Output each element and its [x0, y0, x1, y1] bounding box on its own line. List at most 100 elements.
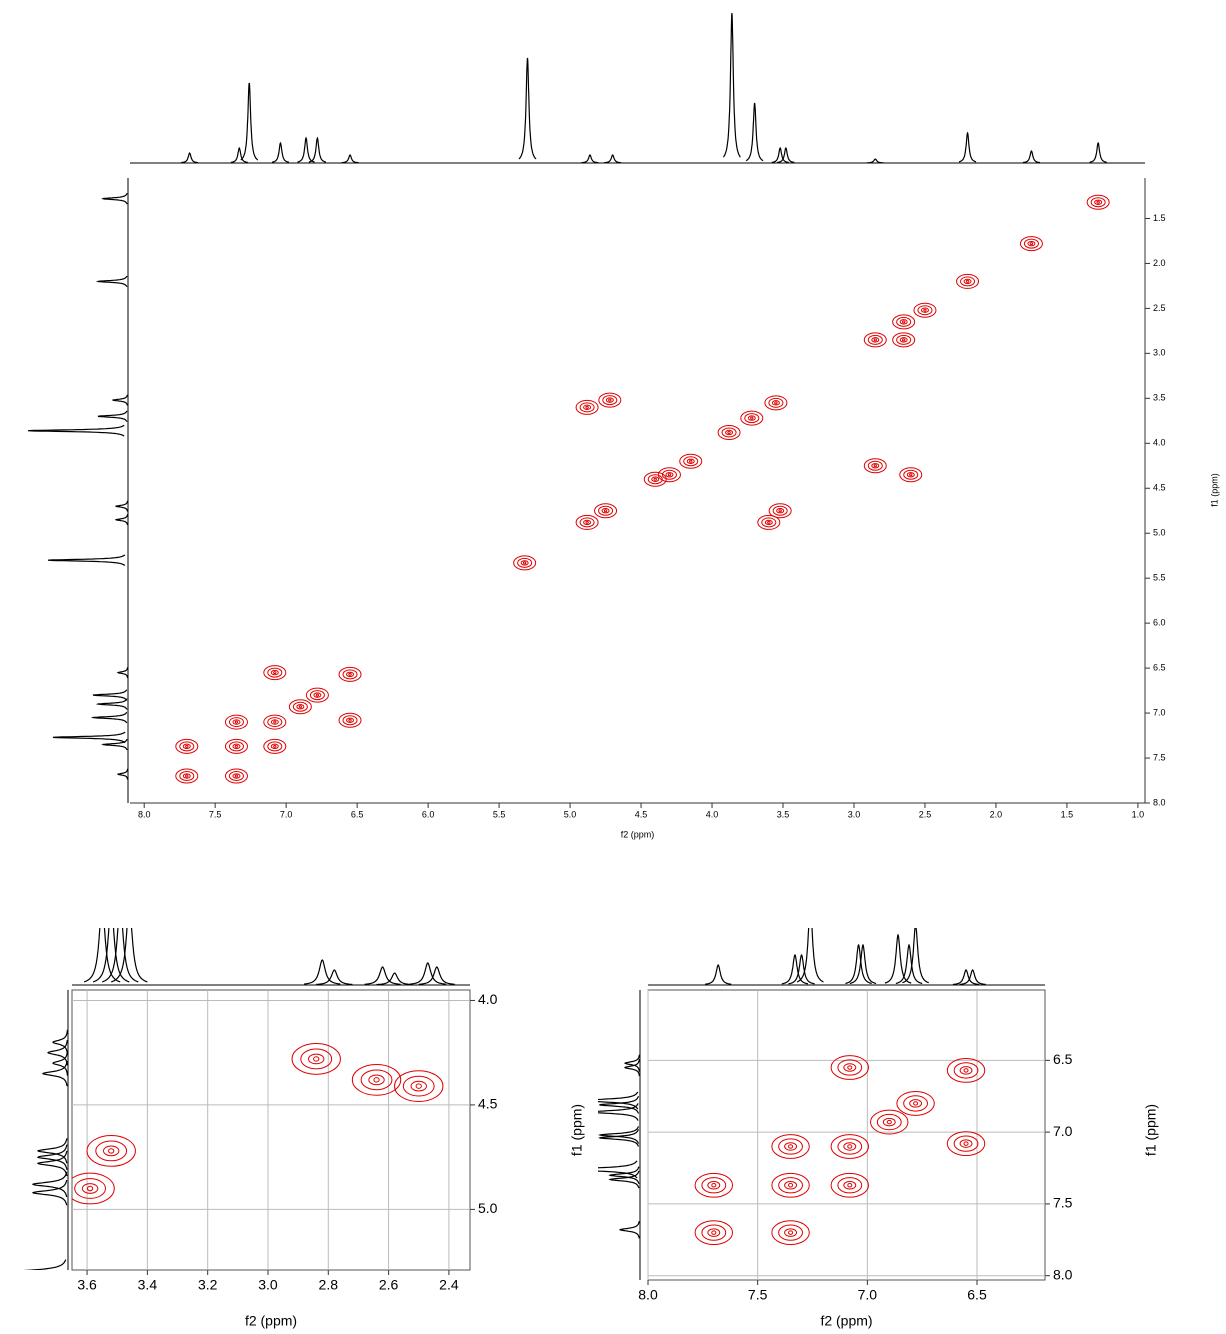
x-tick-label: 5.0 [564, 810, 577, 820]
cross-peak [892, 314, 916, 330]
x-tick-label: 3.4 [138, 1277, 158, 1293]
cross-peak [175, 768, 199, 784]
x-tick-label: 7.0 [280, 810, 293, 820]
projection-peak [598, 1096, 640, 1114]
projection-peak [771, 147, 789, 163]
y-tick-label: 7.5 [1053, 1195, 1073, 1211]
projection-peak [781, 953, 809, 985]
projection-peak [624, 1054, 640, 1072]
x-tick-label: 2.5 [919, 810, 932, 820]
cross-peak [263, 714, 287, 730]
projection-peak [95, 698, 128, 710]
cross-peak [679, 453, 703, 469]
cross-peak [740, 410, 764, 426]
projection-peak [777, 147, 795, 163]
y-tick-label: 4.5 [1153, 483, 1166, 493]
projection-peak [47, 1040, 68, 1066]
projection-peak [745, 102, 764, 162]
cross-peak [305, 687, 329, 703]
projection-peak [705, 964, 732, 985]
cross-peaks [694, 1055, 986, 1245]
y-tick-label: 3.5 [1153, 393, 1166, 403]
cross-peak [913, 302, 937, 318]
y-tick-label: 2.5 [1153, 303, 1166, 313]
chart-panel: 8.0 7.5 7.0 6.5 6.0 5.5 5.0 4.5 4.0 3.5 3.0 2.5 2.0 1… [27, 12, 1219, 839]
projection-peak [608, 1166, 640, 1184]
x-tick-label: 6.0 [422, 810, 435, 820]
top-projection [72, 928, 470, 986]
projection-peak [959, 131, 977, 163]
cross-peak [946, 1058, 986, 1083]
projection-peak [42, 1061, 68, 1087]
y-tick-label: 2.0 [1153, 258, 1166, 268]
projection-peak [364, 966, 401, 985]
cross-peak [338, 666, 362, 682]
y-tick-label: 5.0 [478, 1200, 498, 1216]
x-tick-label: 4.5 [635, 810, 648, 820]
cross-peak [870, 1109, 909, 1135]
projection-peak [1089, 142, 1107, 163]
cross-peak [757, 514, 781, 530]
y-tick-label: 4.5 [478, 1096, 498, 1112]
projection-peak [619, 1221, 640, 1239]
y-tick-label: 7.0 [1053, 1123, 1073, 1139]
cross-peak [288, 699, 312, 715]
cross-peak [351, 1064, 402, 1096]
y-tick-label: 4.0 [1153, 438, 1166, 448]
projection-peak [308, 136, 326, 163]
projection-peak [102, 928, 139, 983]
cross-peak [717, 425, 741, 440]
projection-peak [581, 154, 599, 164]
projection-peak [116, 667, 129, 679]
x-tick-label: 6.5 [351, 810, 364, 820]
y-axis-label: f1 (ppm) [1143, 1104, 1159, 1156]
projection-peak [83, 928, 121, 983]
projection-peak [31, 1171, 68, 1198]
cross-peak [224, 768, 248, 784]
cross-peaks [72, 1043, 444, 1205]
y-tick-label: 6.0 [1153, 618, 1166, 628]
x-tick-label: 3.6 [77, 1277, 97, 1293]
projection-peak [90, 711, 128, 724]
cross-peak [946, 1131, 986, 1156]
projection-peak [52, 731, 126, 744]
cross-peak [598, 392, 622, 408]
projection-peak [902, 928, 929, 984]
projection-peak [418, 966, 455, 985]
y-tick-label: 5.5 [1153, 573, 1166, 583]
cross-peak [291, 1043, 341, 1075]
projection-peak [845, 943, 872, 985]
y-tick-label: 4.0 [478, 991, 498, 1007]
projection-peak [624, 1058, 640, 1077]
projection-peak [849, 943, 877, 985]
projection-peak [316, 969, 353, 985]
cross-peak [694, 1220, 734, 1245]
y-tick-label: 6.5 [1153, 662, 1166, 672]
cross-peak [830, 1055, 869, 1080]
cross-peak [86, 1135, 136, 1167]
projection-peak [95, 275, 128, 287]
y-tick-label: 7.5 [1153, 752, 1166, 762]
cross-peak [830, 1172, 869, 1198]
projection-peak [116, 768, 129, 780]
cross-peaks [175, 194, 1110, 784]
cross-peak [513, 555, 537, 571]
cross-peak [830, 1134, 869, 1159]
x-axis-label: f2 (ppm) [245, 1313, 297, 1329]
projection-peak [959, 969, 986, 985]
top-projection [648, 928, 1045, 986]
x-tick-label: 2.8 [319, 1277, 339, 1293]
projection-peak [604, 154, 622, 164]
x-tick-label: 8.0 [638, 1287, 658, 1303]
projection-peak [341, 154, 359, 164]
cross-peak [1086, 194, 1110, 210]
cross-peak [657, 467, 681, 483]
projection-peak [101, 738, 128, 751]
projection-peak [598, 1126, 640, 1144]
top-projection [130, 12, 1145, 164]
cross-peak [956, 273, 980, 289]
x-tick-label: 4.0 [706, 810, 719, 820]
x-tick-label: 2.0 [990, 810, 1003, 820]
projection-peak [598, 1129, 640, 1147]
left-projection [23, 990, 69, 1270]
